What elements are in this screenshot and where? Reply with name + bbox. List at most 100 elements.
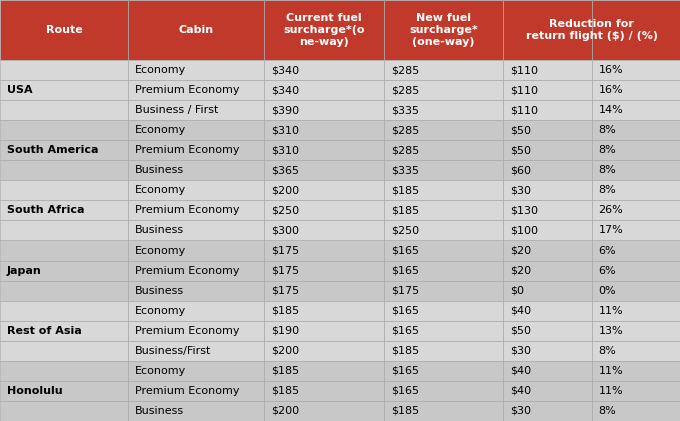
Text: 8%: 8%: [598, 125, 616, 135]
Text: $300: $300: [271, 226, 299, 235]
Text: Honolulu: Honolulu: [7, 386, 63, 396]
Bar: [503, 80, 592, 100]
Text: $30: $30: [510, 346, 531, 356]
Text: $50: $50: [510, 145, 531, 155]
Text: $175: $175: [271, 285, 299, 296]
Text: $285: $285: [391, 125, 420, 135]
Bar: [592, 341, 680, 361]
Text: Premium Economy: Premium Economy: [135, 386, 239, 396]
Bar: [128, 140, 264, 160]
Bar: [503, 100, 592, 120]
Text: 11%: 11%: [598, 366, 623, 376]
Text: $30: $30: [510, 406, 531, 416]
Text: $0: $0: [510, 285, 524, 296]
Text: $50: $50: [510, 326, 531, 336]
Bar: [592, 120, 680, 140]
Text: $250: $250: [271, 205, 299, 216]
Bar: [384, 240, 503, 261]
Text: $175: $175: [391, 285, 419, 296]
Text: 8%: 8%: [598, 346, 616, 356]
Text: $285: $285: [391, 65, 420, 75]
Text: $335: $335: [391, 165, 419, 175]
Bar: [264, 140, 384, 160]
Text: $250: $250: [391, 226, 419, 235]
Text: South Africa: South Africa: [7, 205, 84, 216]
Bar: [503, 160, 592, 180]
Text: Business: Business: [135, 226, 184, 235]
Bar: [128, 361, 264, 381]
Bar: [0, 321, 128, 341]
Bar: [592, 221, 680, 240]
Bar: [264, 240, 384, 261]
Text: $100: $100: [510, 226, 538, 235]
Bar: [384, 60, 503, 80]
Text: Cabin: Cabin: [178, 25, 214, 35]
Bar: [264, 381, 384, 401]
Bar: [503, 361, 592, 381]
Bar: [0, 341, 128, 361]
Bar: [384, 261, 503, 281]
Text: $175: $175: [271, 266, 299, 276]
Bar: [384, 120, 503, 140]
Bar: [592, 301, 680, 321]
Bar: [0, 401, 128, 421]
Bar: [0, 60, 128, 80]
Bar: [384, 180, 503, 200]
Bar: [592, 0, 680, 60]
Bar: [503, 221, 592, 240]
Bar: [264, 120, 384, 140]
Text: 11%: 11%: [598, 386, 623, 396]
Text: Premium Economy: Premium Economy: [135, 266, 239, 276]
Bar: [128, 301, 264, 321]
Text: $20: $20: [510, 245, 531, 256]
Text: 8%: 8%: [598, 406, 616, 416]
Bar: [503, 381, 592, 401]
Text: $110: $110: [510, 65, 538, 75]
Bar: [264, 261, 384, 281]
Bar: [592, 80, 680, 100]
Text: $50: $50: [510, 125, 531, 135]
Bar: [0, 180, 128, 200]
Bar: [0, 100, 128, 120]
Text: $310: $310: [271, 145, 299, 155]
Text: 16%: 16%: [598, 85, 623, 95]
Text: $165: $165: [391, 266, 419, 276]
Text: $190: $190: [271, 326, 299, 336]
Bar: [128, 160, 264, 180]
Text: Business: Business: [135, 406, 184, 416]
Bar: [592, 321, 680, 341]
Text: $185: $185: [391, 185, 419, 195]
Bar: [503, 281, 592, 301]
Bar: [592, 200, 680, 221]
Text: $185: $185: [271, 306, 299, 316]
Bar: [592, 261, 680, 281]
Bar: [128, 281, 264, 301]
Text: Economy: Economy: [135, 65, 186, 75]
Bar: [384, 381, 503, 401]
Bar: [592, 160, 680, 180]
Bar: [592, 240, 680, 261]
Text: Rest of Asia: Rest of Asia: [7, 326, 82, 336]
Bar: [384, 80, 503, 100]
Bar: [264, 100, 384, 120]
Bar: [0, 381, 128, 401]
Text: Route: Route: [46, 25, 82, 35]
Text: $165: $165: [391, 386, 419, 396]
Bar: [384, 321, 503, 341]
Bar: [264, 80, 384, 100]
Text: $285: $285: [391, 145, 420, 155]
Bar: [128, 240, 264, 261]
Text: $310: $310: [271, 125, 299, 135]
Text: $200: $200: [271, 185, 299, 195]
Bar: [503, 200, 592, 221]
Text: $340: $340: [271, 65, 299, 75]
Text: $60: $60: [510, 165, 531, 175]
Text: Economy: Economy: [135, 366, 186, 376]
Bar: [0, 361, 128, 381]
Bar: [264, 341, 384, 361]
Bar: [592, 60, 680, 80]
Text: $340: $340: [271, 85, 299, 95]
Text: 17%: 17%: [598, 226, 623, 235]
Bar: [264, 281, 384, 301]
Text: $200: $200: [271, 406, 299, 416]
